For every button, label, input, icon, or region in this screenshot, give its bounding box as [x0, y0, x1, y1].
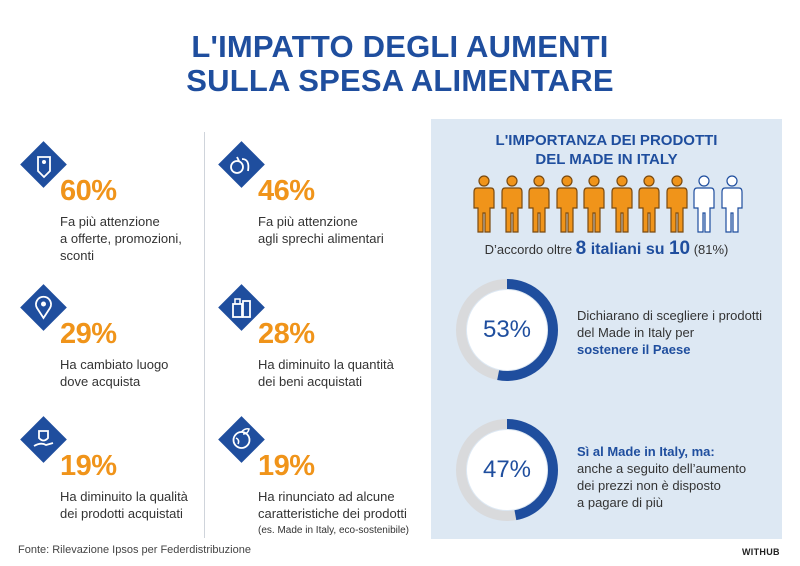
stat-description: Ha diminuito la qualità dei prodotti acq… — [60, 488, 230, 522]
donut-chart-53: 53% — [453, 276, 561, 384]
stat-description: Ha rinunciato ad alcune caratteristiche … — [258, 488, 428, 539]
agree-count: 8 — [575, 238, 587, 259]
desc-line: dei prodotti acquistati — [60, 506, 183, 521]
person-icon-outline — [720, 175, 743, 233]
desc-line: dei beni acquistati — [258, 374, 363, 389]
stat-value: 19% — [60, 450, 117, 482]
person-icon-filled — [500, 175, 523, 233]
panel-title-line-2: DEL MADE IN ITALY — [535, 151, 678, 168]
column-divider — [204, 132, 205, 538]
agree-total: 10 — [668, 238, 691, 259]
source-note: Fonte: Rilevazione Ipsos per Federdistri… — [18, 544, 251, 556]
stat-description: Fa più attenzione a offerte, promozioni,… — [60, 213, 230, 264]
donut-2-description: Sì al Made in Italy, ma: anche a seguito… — [577, 443, 767, 511]
desc-line: Ha diminuito la quantità — [258, 357, 394, 372]
donut-value: 53% — [482, 316, 532, 343]
agreement-text: D’accordo oltre 8 italiani su 10 (81%) — [431, 238, 782, 260]
desc-line: Fa più attenzione — [60, 214, 160, 229]
donut-text-strong: Sì al Made in Italy, ma: — [577, 444, 715, 459]
stat-description: Ha cambiato luogo dove acquista — [60, 356, 230, 390]
donut-arc — [456, 419, 558, 521]
stat-value: 60% — [60, 175, 117, 207]
donut-value: 47% — [482, 456, 532, 483]
person-icon-outline — [693, 175, 715, 233]
page-title: L'IMPATTO DEGLI AUMENTI SULLA SPESA ALIM… — [0, 30, 800, 98]
donut-text-line: del Made in Italy per — [577, 325, 695, 340]
desc-line: Fa più attenzione — [258, 214, 358, 229]
agree-suffix: (81%) — [690, 242, 729, 257]
groceries-icon — [218, 284, 265, 331]
desc-line: sconti — [60, 248, 94, 263]
stat-description: Fa più attenzione agli sprechi alimentar… — [258, 213, 428, 247]
person-icon-filled — [528, 175, 550, 233]
made-in-italy-panel: L'IMPORTANZA DEI PRODOTTI DEL MADE IN IT… — [431, 119, 782, 539]
donut-text-strong: sostenere il Paese — [577, 342, 691, 357]
donut-arc — [456, 279, 558, 381]
quality-hand-icon — [20, 416, 67, 463]
person-icon-filled — [610, 175, 633, 233]
desc-line: a offerte, promozioni, — [60, 231, 182, 246]
donut-center — [467, 430, 547, 510]
person-icon-filled — [473, 175, 495, 233]
person-icon-filled — [583, 175, 605, 233]
brand-logo: WITHUB — [742, 547, 780, 557]
donut-text-line: anche a seguito dell’aumento — [577, 461, 747, 476]
desc-note: (es. Made in Italy, eco-sostenibile) — [258, 525, 409, 536]
price-tag-icon — [20, 141, 67, 188]
donut-1-description: Dichiarano di scegliere i prodotti del M… — [577, 307, 767, 358]
stat-value: 19% — [258, 450, 315, 482]
eco-globe-icon — [218, 416, 265, 463]
desc-line: Ha diminuito la qualità — [60, 489, 188, 504]
people-pictogram — [473, 175, 748, 235]
desc-line: agli sprechi alimentari — [258, 231, 384, 246]
donut-text-line: a pagare di più — [577, 495, 664, 510]
panel-title-line-1: L'IMPORTANZA DEI PRODOTTI — [495, 132, 718, 149]
donut-text-line: Dichiarano di scegliere i prodotti — [577, 308, 762, 323]
panel-title: L'IMPORTANZA DEI PRODOTTI DEL MADE IN IT… — [431, 131, 782, 169]
stat-description: Ha diminuito la quantità dei beni acquis… — [258, 356, 428, 390]
desc-line: dove acquista — [60, 374, 141, 389]
title-line-1: L'IMPATTO DEGLI AUMENTI — [191, 29, 609, 64]
stat-value: 29% — [60, 318, 117, 350]
title-line-2: SULLA SPESA ALIMENTARE — [186, 63, 614, 98]
desc-line: Ha rinunciato ad alcune — [258, 489, 395, 504]
agree-mid: italiani su — [586, 241, 669, 258]
person-icon-filled — [555, 175, 578, 233]
donut-svg — [456, 279, 558, 381]
donut-center — [467, 290, 547, 370]
stat-value: 28% — [258, 318, 315, 350]
stat-value: 46% — [258, 175, 315, 207]
food-waste-icon — [218, 141, 265, 188]
person-icon-filled — [665, 175, 688, 233]
person-icon-filled — [638, 175, 660, 233]
desc-line: Ha cambiato luogo — [60, 357, 169, 372]
donut-svg — [456, 419, 558, 521]
location-pin-icon — [20, 284, 67, 331]
desc-line: caratteristiche dei prodotti — [258, 506, 407, 521]
donut-text-line: dei prezzi non è disposto — [577, 478, 721, 493]
agree-prefix: D’accordo oltre — [484, 242, 576, 257]
donut-chart-47: 47% — [453, 416, 561, 524]
